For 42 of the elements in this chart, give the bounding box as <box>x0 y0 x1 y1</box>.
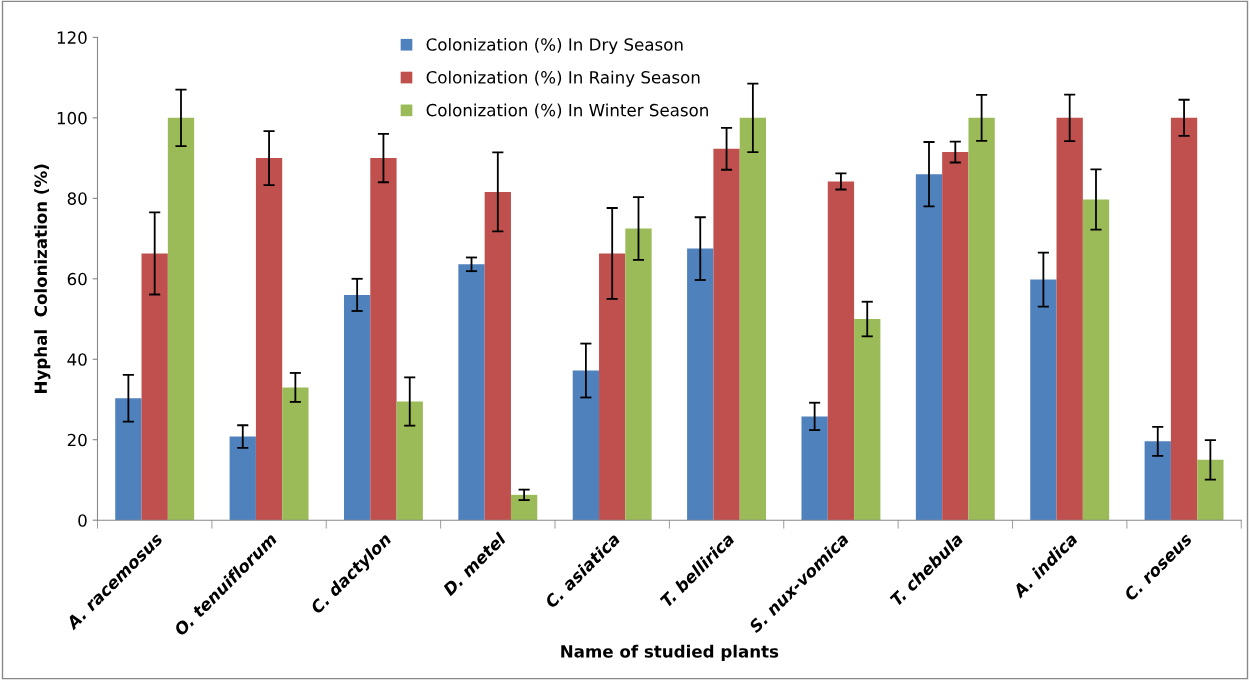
bar <box>167 117 195 521</box>
bar <box>282 387 309 521</box>
legend-label: Colonization (%) In Winter Season <box>426 103 708 119</box>
bar <box>739 117 767 521</box>
bar <box>915 174 943 521</box>
bar <box>713 148 740 521</box>
bar <box>141 253 168 521</box>
bar <box>968 117 995 521</box>
bar <box>1056 117 1083 521</box>
bar <box>229 436 256 521</box>
bar <box>1197 459 1224 521</box>
bar <box>396 401 423 521</box>
bar <box>1170 117 1198 521</box>
bar <box>484 191 511 521</box>
bar <box>343 294 371 521</box>
bar <box>115 398 142 521</box>
bar <box>599 253 626 521</box>
bar <box>255 158 283 521</box>
bar <box>458 264 485 521</box>
bar <box>572 370 600 521</box>
bar <box>854 319 881 521</box>
y-tick-label: 80 <box>67 192 87 205</box>
y-tick-label: 40 <box>67 353 87 366</box>
x-axis-title: Name of studied plants <box>561 644 779 661</box>
y-axis-title: Hyphal Colonization (%) <box>34 164 51 393</box>
bar <box>942 152 969 521</box>
y-tick-label: 100 <box>57 111 87 125</box>
y-tick-label: 20 <box>67 433 87 447</box>
y-tick-label: 120 <box>57 31 87 44</box>
y-tick-label: 0 <box>78 514 87 527</box>
legend-label: Colonization (%) In Dry Season <box>426 37 683 55</box>
legend-label: Colonization (%) In Rainy Season <box>426 70 700 87</box>
bar <box>510 494 538 521</box>
bar <box>1144 441 1171 521</box>
bar <box>370 158 397 521</box>
bar <box>687 248 714 521</box>
y-tick-label: 60 <box>67 272 87 286</box>
bar <box>1082 199 1110 521</box>
bar <box>1030 279 1057 521</box>
bar <box>801 416 828 521</box>
bar <box>827 181 855 521</box>
bar <box>625 228 652 521</box>
